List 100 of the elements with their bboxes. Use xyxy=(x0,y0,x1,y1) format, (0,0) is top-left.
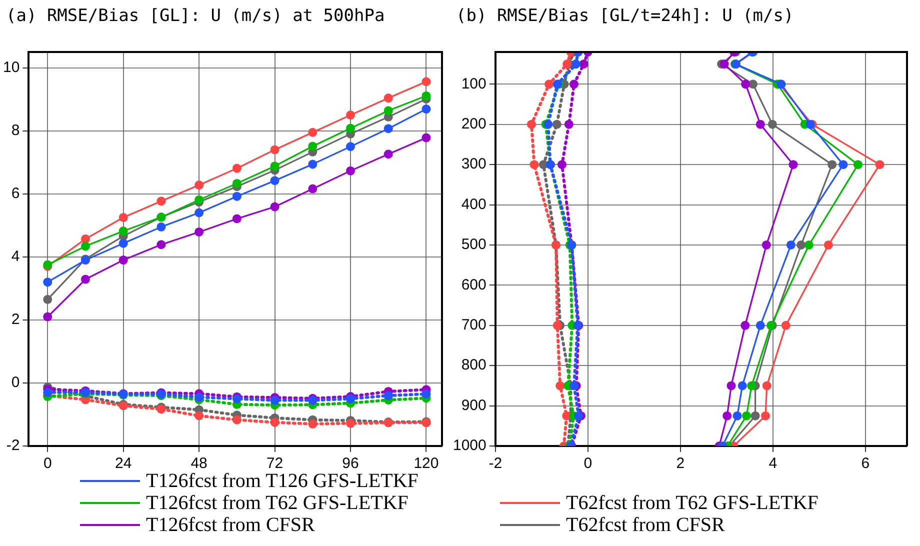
x-tick-label: 2 xyxy=(676,455,685,472)
point xyxy=(544,80,554,89)
point xyxy=(824,240,833,250)
point xyxy=(43,278,52,287)
point xyxy=(194,208,204,218)
point xyxy=(43,294,52,304)
point xyxy=(346,418,356,428)
point xyxy=(422,91,431,100)
point xyxy=(748,80,758,89)
point xyxy=(750,411,760,420)
point xyxy=(308,160,318,169)
y-tick-label: 0 xyxy=(11,374,20,392)
point xyxy=(828,160,837,170)
point xyxy=(346,166,356,176)
point xyxy=(270,396,280,405)
point xyxy=(270,202,280,212)
point xyxy=(384,150,393,159)
y-tick-label: 600 xyxy=(461,276,486,294)
point xyxy=(118,226,128,236)
point xyxy=(384,94,393,103)
point xyxy=(43,388,52,397)
y-tick-label: 1000 xyxy=(452,437,486,454)
point xyxy=(346,110,356,120)
point xyxy=(156,196,166,206)
chart-title: (b) RMSE/Bias [GL/t=24h]: U (m/s) xyxy=(455,5,795,28)
point xyxy=(564,120,574,129)
legend-label: T126fcst from T126 GFS-LETKF xyxy=(146,470,418,492)
x-tick-label: 0 xyxy=(43,455,52,472)
point xyxy=(384,124,393,134)
point xyxy=(346,142,356,152)
x-tick-label: 96 xyxy=(342,455,359,472)
y-tick-label: 100 xyxy=(461,75,486,92)
chart-title: (a) RMSE/Bias [GL]: U (m/s) at 500hPa xyxy=(5,5,386,28)
point xyxy=(422,77,431,86)
point xyxy=(270,162,280,171)
y-tick-label: 500 xyxy=(461,236,486,254)
legend-label: T126fcst from CFSR xyxy=(146,514,315,536)
legend-label: T62fcst from T62 GFS-LETKF xyxy=(566,492,818,514)
point xyxy=(232,214,242,224)
y-tick-label: 8 xyxy=(11,122,20,139)
point xyxy=(270,418,280,427)
point xyxy=(194,180,204,190)
x-tick-label: 24 xyxy=(114,455,132,472)
point xyxy=(232,415,242,424)
point xyxy=(194,227,204,236)
point xyxy=(732,411,742,420)
point xyxy=(422,104,431,114)
point xyxy=(556,381,565,390)
point xyxy=(80,242,90,251)
point xyxy=(741,80,750,89)
point xyxy=(756,320,765,330)
point xyxy=(544,120,553,129)
point xyxy=(530,160,539,170)
y-tick-label: 10 xyxy=(2,58,20,76)
point xyxy=(118,256,128,265)
point xyxy=(738,381,747,390)
point xyxy=(760,411,770,420)
x-tick-label: 72 xyxy=(266,455,284,472)
point xyxy=(308,184,318,194)
point xyxy=(569,381,578,390)
point xyxy=(270,176,280,186)
point xyxy=(796,240,806,250)
point xyxy=(232,192,242,201)
y-tick-label: 900 xyxy=(461,396,486,414)
point xyxy=(720,60,729,69)
point xyxy=(384,391,393,400)
y-tick-label: 400 xyxy=(461,196,486,213)
point xyxy=(270,145,280,154)
point xyxy=(762,381,772,390)
y-tick-label: -2 xyxy=(6,437,20,454)
point xyxy=(742,411,752,420)
point xyxy=(308,128,318,137)
point xyxy=(552,320,562,330)
point xyxy=(552,120,562,129)
point xyxy=(838,160,848,170)
x-tick-label: 0 xyxy=(584,455,592,472)
point xyxy=(569,80,578,89)
point xyxy=(768,120,777,129)
y-tick-label: 700 xyxy=(461,316,486,334)
point xyxy=(747,381,756,390)
x-tick-label: -2 xyxy=(488,455,502,472)
point xyxy=(232,178,242,188)
x-tick-label: 120 xyxy=(414,455,439,472)
point xyxy=(156,222,166,232)
y-tick-label: 800 xyxy=(461,356,486,374)
point xyxy=(194,195,204,204)
point xyxy=(804,240,814,250)
point xyxy=(194,411,204,420)
x-tick-label: 6 xyxy=(861,455,870,472)
point xyxy=(422,133,431,142)
y-tick-label: 2 xyxy=(11,311,20,328)
point xyxy=(557,160,566,170)
point xyxy=(579,60,588,69)
point xyxy=(786,240,796,250)
point xyxy=(384,106,393,116)
y-tick-label: 6 xyxy=(11,184,20,202)
point xyxy=(853,160,862,170)
point xyxy=(781,320,790,330)
point xyxy=(43,312,52,322)
point xyxy=(118,212,128,222)
